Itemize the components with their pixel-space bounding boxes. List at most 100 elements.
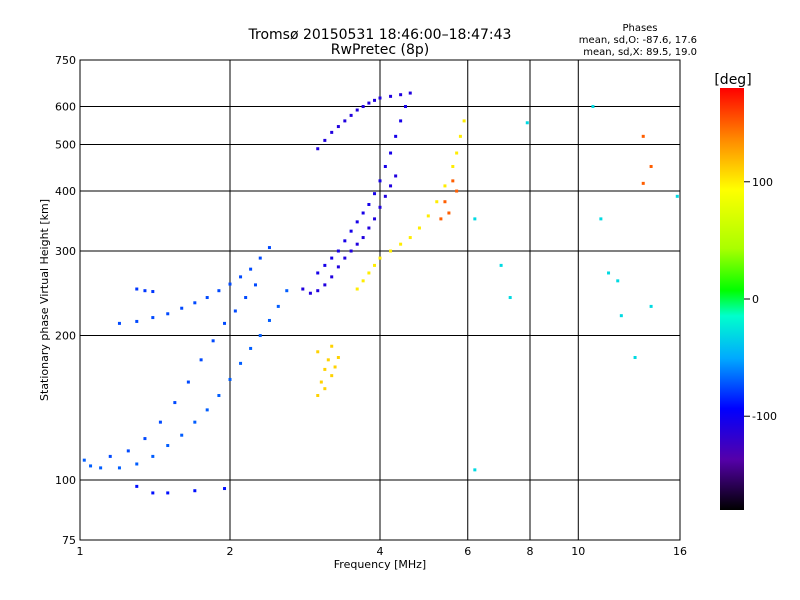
data-point (82, 458, 86, 462)
data-point (336, 125, 340, 129)
data-point (193, 301, 197, 305)
data-point (199, 358, 203, 362)
data-point (383, 164, 387, 168)
data-point (355, 242, 359, 246)
data-point (616, 279, 620, 283)
data-point (166, 491, 170, 495)
data-point (591, 105, 595, 109)
data-point (285, 289, 289, 293)
data-point (367, 226, 371, 230)
data-point (205, 296, 209, 300)
data-point (108, 454, 112, 458)
data-point (343, 119, 347, 123)
data-point (316, 271, 320, 275)
stats-line-o: mean, sd,O: -87.6, 17.6 (579, 35, 697, 46)
data-point (151, 290, 155, 294)
data-point (99, 466, 103, 470)
data-point (499, 263, 503, 267)
y-tick-label: 75 (62, 534, 76, 547)
data-point (193, 420, 197, 424)
data-point (361, 105, 365, 109)
data-point (378, 256, 382, 260)
data-point (323, 263, 327, 267)
data-point (408, 91, 412, 95)
data-point (244, 296, 248, 300)
data-point (166, 312, 170, 316)
data-point (378, 96, 382, 100)
data-point (451, 164, 455, 168)
data-point (143, 289, 147, 293)
data-point (399, 93, 403, 97)
data-point (217, 394, 221, 398)
data-point (403, 105, 407, 109)
data-point (426, 214, 430, 218)
data-point (326, 358, 330, 362)
data-point (151, 454, 155, 458)
data-point (443, 200, 447, 204)
data-point (435, 200, 439, 204)
data-point (336, 355, 340, 359)
data-point (330, 344, 334, 348)
data-point (333, 365, 337, 369)
data-point (316, 289, 320, 293)
chart-title: Tromsø 20150531 18:46:00–18:47:43 (248, 27, 512, 43)
data-point (451, 179, 455, 183)
data-point (217, 289, 221, 293)
data-point (193, 489, 197, 493)
data-point (151, 316, 155, 320)
x-tick-label: 8 (527, 545, 534, 558)
data-point (233, 309, 237, 313)
data-point (319, 380, 323, 384)
data-point (525, 121, 529, 125)
data-point (211, 339, 215, 343)
data-point (249, 267, 253, 271)
data-point (378, 179, 382, 183)
data-point (473, 468, 477, 472)
data-point (439, 217, 443, 221)
data-point (249, 346, 253, 350)
stats-line-x: mean, sd,X: 89.5, 19.0 (583, 47, 697, 58)
x-tick-labels: 1 2 4 6 8 10 16 (77, 545, 688, 558)
data-point (323, 283, 327, 287)
y-axis-label: Stationary phase Virtual Height [km] (38, 199, 51, 401)
data-point (239, 361, 243, 365)
data-point (389, 94, 393, 98)
data-point (223, 321, 227, 325)
data-point (462, 119, 466, 123)
data-point (239, 275, 243, 279)
data-point (349, 113, 353, 117)
data-point (389, 249, 393, 253)
y-tick-label: 400 (55, 185, 76, 198)
data-point (394, 174, 398, 178)
data-point (619, 314, 623, 318)
data-point (89, 464, 93, 468)
data-point (649, 304, 653, 308)
data-point (355, 108, 359, 112)
x-axis-label: Frequency [MHz] (334, 558, 426, 571)
data-point (361, 236, 365, 240)
data-point (389, 151, 393, 155)
data-point (135, 287, 139, 291)
y-tick-label: 500 (55, 139, 76, 152)
x-tick-label: 4 (377, 545, 384, 558)
data-point (323, 387, 327, 391)
data-point (343, 256, 347, 260)
data-point (330, 275, 334, 279)
x-tick-label: 6 (464, 545, 471, 558)
data-point (394, 134, 398, 138)
data-point (373, 98, 377, 102)
colorbar (720, 88, 744, 510)
data-point (378, 205, 382, 209)
data-point (267, 246, 271, 250)
x-tick-label: 1 (77, 545, 84, 558)
data-point (267, 318, 271, 322)
data-point (649, 164, 653, 168)
data-point (276, 304, 280, 308)
data-points (82, 91, 679, 495)
data-point (641, 181, 645, 185)
data-point (473, 217, 477, 221)
data-point (336, 249, 340, 253)
data-point (323, 138, 327, 142)
data-point (316, 147, 320, 151)
data-point (258, 334, 262, 338)
